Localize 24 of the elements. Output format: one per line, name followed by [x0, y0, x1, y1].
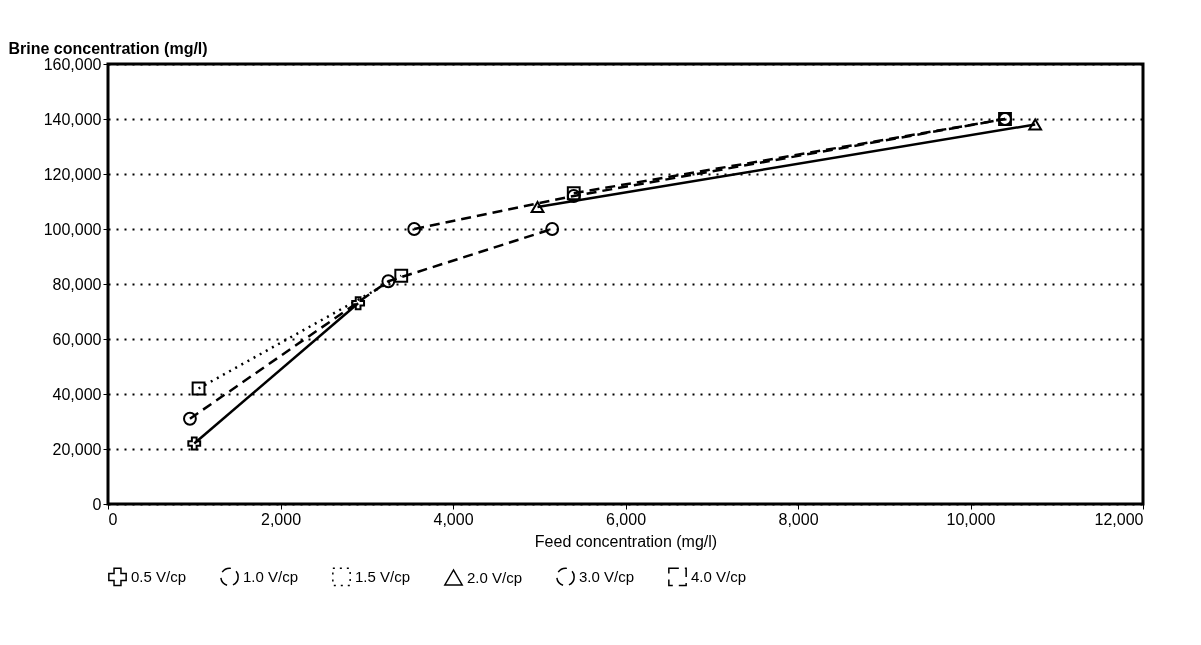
legend-label: 3.0 V/cp [579, 567, 635, 585]
legend-label: 0.5 V/cp [131, 567, 187, 585]
y-tick-label: 20,000 [52, 440, 102, 458]
y-tick-label: 40,000 [52, 385, 102, 403]
x-tick-label: 0 [108, 510, 118, 528]
y-tick-label: 140,000 [43, 110, 102, 128]
legend-label: 2.0 V/cp [467, 568, 523, 586]
x-tick-label: 4,000 [433, 510, 474, 528]
x-tick-label: 12,000 [1094, 510, 1144, 528]
x-tick-label: 6,000 [605, 510, 647, 528]
x-tick-label: 2,000 [260, 510, 302, 528]
x-tick-label: 10,000 [946, 510, 996, 528]
x-tick-label: 8,000 [778, 510, 819, 528]
y-tick-label: 80,000 [52, 275, 102, 293]
legend-label: 1.5 V/cp [355, 567, 411, 585]
y-axis-title: Brine concentration (mg/l) [8, 39, 208, 57]
y-tick-label: 160,000 [43, 55, 102, 73]
legend-label: 4.0 V/cp [691, 567, 747, 585]
y-tick-label: 60,000 [52, 330, 102, 348]
y-tick-label: 100,000 [43, 220, 102, 238]
x-axis-title: Feed concentration (mg/l) [534, 532, 718, 550]
y-tick-label: 120,000 [43, 165, 102, 183]
y-tick-label: 0 [92, 495, 102, 513]
legend-label: 1.0 V/cp [243, 567, 299, 585]
